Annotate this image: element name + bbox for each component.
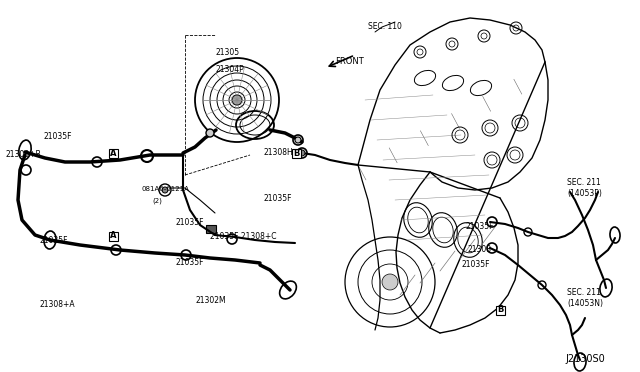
Circle shape bbox=[232, 95, 242, 105]
Text: 21035F: 21035F bbox=[175, 218, 204, 227]
Text: FRONT: FRONT bbox=[335, 57, 364, 66]
Text: 081A6-6121A: 081A6-6121A bbox=[142, 186, 190, 192]
Text: (14053P): (14053P) bbox=[567, 189, 602, 198]
Text: 21305: 21305 bbox=[215, 48, 239, 57]
Text: B: B bbox=[293, 148, 299, 157]
Text: A: A bbox=[109, 231, 116, 241]
Circle shape bbox=[295, 137, 301, 143]
Text: 21308H: 21308H bbox=[263, 148, 292, 157]
Text: 21035F: 21035F bbox=[461, 260, 490, 269]
Text: 21035F: 21035F bbox=[175, 258, 204, 267]
Circle shape bbox=[299, 150, 305, 156]
Text: 21035F: 21035F bbox=[264, 194, 292, 203]
Text: (2): (2) bbox=[152, 197, 162, 203]
Text: (14053N): (14053N) bbox=[567, 299, 603, 308]
Text: SEC. 211: SEC. 211 bbox=[567, 178, 601, 187]
Bar bbox=[109, 231, 118, 241]
Circle shape bbox=[206, 129, 214, 137]
Text: 21308: 21308 bbox=[468, 245, 492, 254]
Text: 21302M: 21302M bbox=[195, 296, 226, 305]
Bar bbox=[495, 305, 504, 314]
Text: SEC. 211: SEC. 211 bbox=[567, 288, 601, 297]
Circle shape bbox=[382, 274, 398, 290]
Text: 21304P: 21304P bbox=[215, 65, 244, 74]
Text: J2130S0: J2130S0 bbox=[565, 354, 605, 364]
Bar bbox=[291, 148, 301, 157]
Text: 21035F: 21035F bbox=[465, 222, 493, 231]
Text: B: B bbox=[497, 305, 503, 314]
Text: SEC. 110: SEC. 110 bbox=[368, 22, 402, 31]
Text: 21300+B: 21300+B bbox=[5, 150, 40, 159]
Text: 21308+A: 21308+A bbox=[40, 300, 76, 309]
Bar bbox=[206, 225, 216, 233]
Text: 21035F: 21035F bbox=[40, 236, 68, 245]
Text: 21035F: 21035F bbox=[44, 132, 72, 141]
Text: 21035F 21308+C: 21035F 21308+C bbox=[210, 232, 276, 241]
Circle shape bbox=[162, 187, 168, 193]
Bar bbox=[109, 148, 118, 157]
Text: A: A bbox=[109, 148, 116, 157]
